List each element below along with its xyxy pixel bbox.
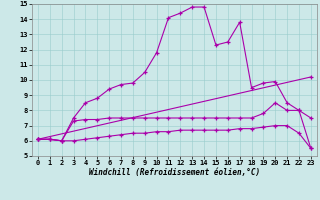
X-axis label: Windchill (Refroidissement éolien,°C): Windchill (Refroidissement éolien,°C)	[89, 168, 260, 177]
